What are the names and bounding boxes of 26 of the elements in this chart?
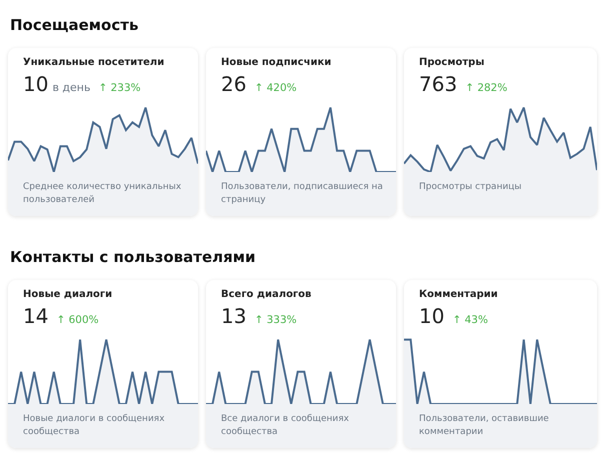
text: Просмотры страницы (419, 181, 523, 194)
chart-title: Новые подписчики (221, 57, 332, 68)
text: Пользователи, подписавшиеся на страницу (221, 181, 384, 207)
text: Посещаемость (10, 16, 138, 34)
chart-title: Просмотры (419, 57, 484, 68)
chart-subtitle: 14 (23, 304, 48, 328)
chart-title: Всего диалогов (221, 289, 312, 300)
chart-title: Уникальные посетители (23, 57, 164, 68)
text: ↑ 43% (452, 314, 488, 326)
chart-subtitle: 763 (419, 72, 458, 96)
chart-subtitle: 13 (221, 304, 246, 328)
text: Среднее количество уникальных пользователей (23, 181, 182, 207)
text: ↑ 333% (254, 314, 297, 326)
chart-subtitle: 26 (221, 72, 246, 96)
text: ↑ 282% (465, 82, 508, 94)
chart-title: Комментарии (419, 289, 498, 300)
text: ↑ 233% (98, 82, 141, 94)
chart-title: Новые диалоги (23, 289, 112, 300)
text: Все диалоги в сообщениях сообщества (221, 413, 350, 439)
text: Пользователи, оставившие комментарии (419, 413, 550, 439)
chart-subtitle: 10 в день (23, 72, 90, 96)
text: ↑ 600% (56, 314, 99, 326)
text: Контакты с пользователями (10, 248, 256, 266)
text: ↑ 420% (254, 82, 297, 94)
text: Новые диалоги в сообщениях сообщества (23, 413, 166, 439)
chart-subtitle: 10 (419, 304, 444, 328)
